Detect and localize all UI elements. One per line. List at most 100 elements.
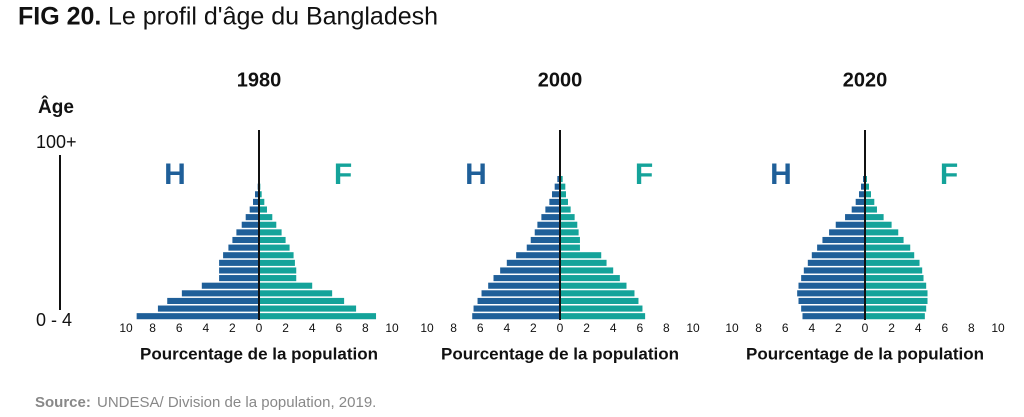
bar <box>817 244 865 251</box>
bar <box>241 221 259 228</box>
bar <box>560 214 575 221</box>
x-tick-label: 2 <box>229 321 236 335</box>
bar <box>865 206 877 213</box>
title: Le profil d'âge du Bangladesh <box>108 3 438 31</box>
x-axis-label: Pourcentage de la population <box>441 344 679 363</box>
x-tick-label: 8 <box>968 321 975 335</box>
bar <box>259 252 294 259</box>
bar <box>801 305 865 312</box>
bar <box>259 236 286 244</box>
bar <box>865 259 920 266</box>
bar <box>560 252 602 259</box>
bar <box>167 297 259 304</box>
x-tick-label: 4 <box>610 321 617 335</box>
x-tick-label: 6 <box>335 321 342 335</box>
x-tick-label: 2 <box>282 321 289 335</box>
x-tick-label: 6 <box>782 321 789 335</box>
bar <box>560 275 620 282</box>
bar <box>259 206 267 213</box>
x-tick-label: 4 <box>202 321 209 335</box>
legend-label: F <box>940 158 958 191</box>
x-tick-label: 8 <box>755 321 762 335</box>
x-tick-label: 4 <box>808 321 815 335</box>
bar <box>865 229 899 236</box>
x-tick-label: 8 <box>149 321 156 335</box>
bar <box>797 290 865 297</box>
x-tick-label: 2 <box>888 321 895 335</box>
bar <box>477 297 560 304</box>
bar <box>865 191 871 198</box>
x-tick-label: 10 <box>385 321 399 335</box>
bar <box>865 236 904 244</box>
x-axis-label: Pourcentage de la population <box>140 344 378 363</box>
bar <box>488 282 560 289</box>
legend-label: H <box>770 158 792 191</box>
source: UNDESA/ Division de la population, 2019. <box>97 394 376 411</box>
x-tick-label: 0 <box>256 321 263 335</box>
bar <box>249 206 259 213</box>
bar <box>500 267 560 274</box>
x-tick-label: 0 <box>557 321 564 335</box>
bar <box>541 214 560 221</box>
source-label: Source: <box>35 394 91 411</box>
bar <box>560 267 614 274</box>
bar <box>259 198 265 205</box>
bar <box>865 183 869 190</box>
bar <box>481 290 560 297</box>
bar <box>865 290 928 297</box>
bar <box>136 313 259 320</box>
bar <box>560 198 568 205</box>
x-tick-label: 4 <box>915 321 922 335</box>
bar <box>253 198 259 205</box>
bar <box>560 259 607 266</box>
bar <box>259 229 282 236</box>
bar <box>236 229 259 236</box>
bar <box>865 313 925 320</box>
x-tick-label: 6 <box>176 321 183 335</box>
x-tick-label: 0 <box>862 321 869 335</box>
bar <box>560 297 639 304</box>
bar <box>493 275 560 282</box>
bar <box>219 267 259 274</box>
legend-label: F <box>334 158 352 191</box>
bar <box>865 275 924 282</box>
bar <box>259 259 295 266</box>
bar <box>201 282 259 289</box>
x-tick-label: 10 <box>686 321 700 335</box>
bar <box>228 244 259 251</box>
bar <box>259 244 290 251</box>
bar <box>802 313 865 320</box>
bar <box>516 252 560 259</box>
x-tick-label: 10 <box>119 321 133 335</box>
bar <box>560 191 566 198</box>
bar <box>560 236 580 244</box>
bar <box>259 297 345 304</box>
bar <box>865 252 915 259</box>
chart-title: 2020 <box>843 69 888 91</box>
bar <box>560 206 571 213</box>
bar <box>560 221 578 228</box>
bar <box>219 259 259 266</box>
x-tick-label: 4 <box>309 321 316 335</box>
bar <box>811 252 865 259</box>
bar <box>861 183 865 190</box>
bar <box>545 206 560 213</box>
x-tick-label: 6 <box>941 321 948 335</box>
bar <box>526 244 560 251</box>
bar <box>255 191 259 198</box>
bar <box>798 282 865 289</box>
bar <box>506 259 560 266</box>
bar <box>865 267 923 274</box>
bar <box>835 221 865 228</box>
bar <box>259 290 333 297</box>
x-tick-label: 10 <box>420 321 434 335</box>
bar <box>560 183 566 190</box>
bar <box>560 176 563 183</box>
bar <box>259 282 313 289</box>
age-label: 0 - 4 <box>36 310 72 330</box>
bar <box>181 290 259 297</box>
bar <box>865 305 927 312</box>
chart-title: 2000 <box>538 69 583 91</box>
fig-label: FIG 20. <box>18 3 101 31</box>
